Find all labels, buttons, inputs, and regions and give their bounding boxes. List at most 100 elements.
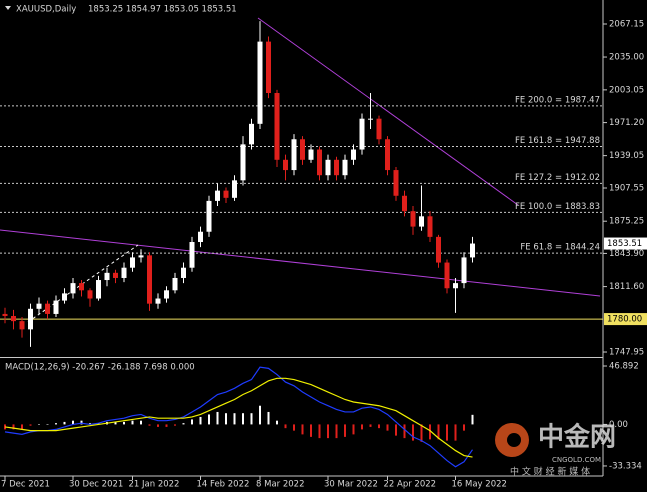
candle-body [138,255,144,258]
candle-body [130,257,135,268]
y-tick-label: 1875.25 [609,217,644,227]
x-tick-label: 22 Apr 2022 [384,480,437,490]
candle-body [385,139,390,171]
fibo-label: FE 200.0 = 1987.47 [515,95,600,105]
histogram-bar [72,420,74,425]
histogram-bar [233,413,236,425]
candle-body [351,149,356,160]
histogram-bar [352,424,355,435]
histogram-bar [267,411,270,425]
candle-body [28,308,33,330]
histogram-bar [140,420,142,425]
fibo-label: FE 61.8 = 1844.24 [520,243,600,253]
histogram-bar [395,424,397,436]
histogram-bar [55,423,57,425]
histogram-bar [412,424,414,441]
candle-body [113,272,118,278]
candle-body [189,242,195,268]
candle-body [266,41,271,94]
candle-body [393,170,399,196]
histogram-bar [46,424,49,425]
histogram-bar [4,424,6,430]
histogram-bar [157,424,159,427]
histogram-bar [318,424,321,439]
histogram-bar [216,411,219,425]
candle-body [215,190,220,201]
candle-body [79,283,84,291]
candle-body [334,159,339,176]
x-tick-label: 14 Feb 2022 [197,480,250,490]
histogram-bar [437,424,440,440]
candle-body [206,200,212,232]
candle-body [342,159,348,176]
fibo-label: FE 100.0 = 1883.83 [515,202,600,212]
candle-body [274,93,280,160]
histogram-bar [174,424,176,426]
candle-body [164,290,169,299]
histogram-bar [148,424,151,426]
x-tick-label: 7 Dec 2021 [1,480,50,490]
watermark: 中金网 CNGOLD.COM 中 文 财 经 新 媒 体 [495,422,616,478]
support-label: 1780.00 [607,315,642,325]
candle-body [172,277,178,291]
histogram-bar [276,420,278,425]
resistance-trendline [257,17,519,206]
candle-body [2,313,8,316]
candle-body [223,190,229,198]
support-label-box [604,313,647,326]
candle-body [53,300,59,314]
candle-body [181,267,186,278]
y-tick-label: 1811.60 [609,282,644,292]
x-tick-label: 30 Mar 2022 [324,480,378,490]
y-tick-label: 1971.20 [609,118,644,128]
candle-body [249,123,254,145]
candle-body [155,298,161,304]
histogram-bar [38,424,40,425]
menu-arrow [5,6,11,10]
price-label-box [604,237,647,250]
candle-body [70,283,76,294]
histogram-bar [21,424,23,430]
candle-body [36,303,42,309]
y-tick-label: 1747.95 [609,348,644,358]
candle-body [257,41,263,124]
histogram-bar [403,424,406,439]
histogram-bar [378,424,380,429]
histogram-bar [165,424,168,427]
histogram-bar [361,424,363,430]
candle-body [62,293,67,301]
candle-body [300,139,305,160]
histogram-bar [386,424,389,431]
histogram-bar [301,424,304,435]
candle-body [402,195,407,212]
watermark-logo-inner [507,433,521,447]
histogram-bar [29,424,32,426]
candle-body [240,144,246,181]
price-label: 1853.51 [607,239,642,249]
y-tick-label: 1939.05 [609,151,644,161]
candle-body [147,255,152,304]
y-tick-label: 2067.15 [609,19,644,29]
histogram-bar [429,424,431,440]
candle-body [198,231,203,243]
y-tick-label: 2003.05 [609,85,644,95]
candle-body [87,290,93,299]
histogram-bar [344,424,346,437]
histogram-bar [97,423,100,425]
x-tick-label: 16 May 2022 [452,480,507,490]
histogram-bar [259,405,261,425]
candle-body [368,118,373,120]
candle-body [376,118,382,140]
candle-body [45,303,50,314]
y-tick-label: 1843.90 [609,249,644,259]
histogram-bar [191,419,193,425]
candle-body [11,315,16,322]
candle-body [283,159,288,171]
support-trendline [0,229,601,297]
y-tick-label: 2035.00 [609,53,644,63]
histogram-bar [471,414,474,425]
candle-body [410,211,416,227]
candle-body [325,159,331,176]
x-tick-label: 30 Dec 2021 [69,480,123,490]
